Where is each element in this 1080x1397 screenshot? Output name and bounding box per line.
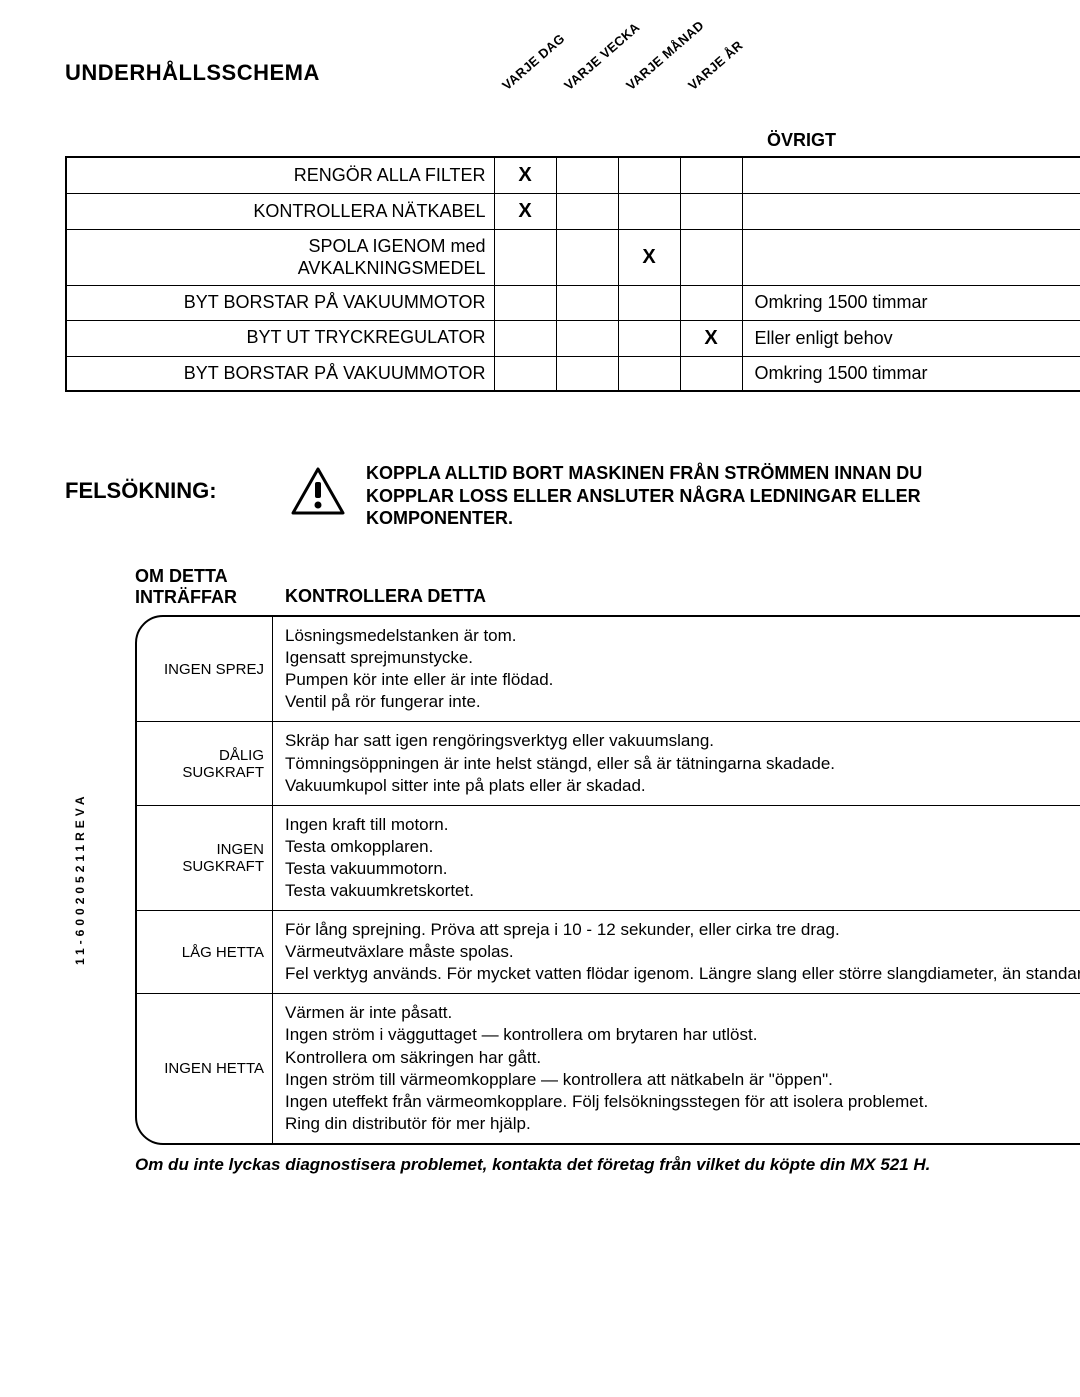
- troubleshoot-title: FELSÖKNING:: [65, 462, 290, 504]
- other-cell: Eller enligt behov: [742, 320, 1080, 356]
- ts-label: DÅLIG SUGKRAFT: [137, 722, 273, 804]
- warning-icon: [290, 466, 346, 521]
- ts-content: Värmen är inte påsatt.Ingen ström i vägg…: [273, 994, 1080, 1143]
- check-cell: [494, 286, 556, 321]
- task-cell: BYT BORSTAR PÅ VAKUUMMOTOR: [66, 356, 494, 391]
- task-cell: KONTROLLERA NÄTKABEL: [66, 194, 494, 230]
- check-cell: [618, 157, 680, 194]
- ts-label: INGEN SPREJ: [137, 617, 273, 721]
- other-cell: Omkring 1500 timmar: [742, 286, 1080, 321]
- check-cell: [618, 194, 680, 230]
- task-cell: BYT UT TRYCKREGULATOR: [66, 320, 494, 356]
- check-cell: [680, 286, 742, 321]
- document-code: 11-600205211REVA: [73, 792, 87, 965]
- check-cell: [618, 320, 680, 356]
- ts-row: INGEN HETTAVärmen är inte påsatt.Ingen s…: [137, 994, 1080, 1143]
- diagonal-headers: VARJE DAG VARJE VECKA VARJE MÅNAD VARJE …: [509, 78, 757, 93]
- troubleshoot-box: INGEN SPREJLösningsmedelstanken är tom.I…: [135, 615, 1080, 1145]
- check-cell: [680, 230, 742, 286]
- ts-header-right: KONTROLLERA DETTA: [277, 566, 486, 609]
- ts-label: INGEN HETTA: [137, 994, 273, 1143]
- ts-content: För lång sprejning. Pröva att spreja i 1…: [273, 911, 1080, 993]
- troubleshoot-header: FELSÖKNING: KOPPLA ALLTID BORT MASKINEN …: [65, 462, 1080, 530]
- check-cell: [556, 194, 618, 230]
- check-cell: X: [494, 157, 556, 194]
- check-cell: [618, 286, 680, 321]
- check-cell: [680, 194, 742, 230]
- other-cell: Omkring 1500 timmar: [742, 356, 1080, 391]
- task-cell: RENGÖR ALLA FILTER: [66, 157, 494, 194]
- task-cell: BYT BORSTAR PÅ VAKUUMMOTOR: [66, 286, 494, 321]
- check-cell: X: [494, 194, 556, 230]
- table-row: SPOLA IGENOM medAVKALKNINGSMEDEL X: [66, 230, 1080, 286]
- check-cell: [680, 356, 742, 391]
- check-cell: [618, 356, 680, 391]
- check-cell: [680, 157, 742, 194]
- ts-row: INGEN SUGKRAFTIngen kraft till motorn.Te…: [137, 806, 1080, 911]
- check-cell: [556, 286, 618, 321]
- ts-row: INGEN SPREJLösningsmedelstanken är tom.I…: [137, 617, 1080, 722]
- check-cell: X: [618, 230, 680, 286]
- ts-header-left: OM DETTAINTRÄFFAR: [65, 566, 277, 609]
- ts-content: Lösningsmedelstanken är tom.Igensatt spr…: [273, 617, 1080, 721]
- check-cell: [556, 356, 618, 391]
- check-cell: [494, 320, 556, 356]
- troubleshoot-footnote: Om du inte lyckas diagnostisera probleme…: [135, 1155, 1080, 1175]
- maintenance-table: RENGÖR ALLA FILTERXKONTROLLERA NÄTKABELX…: [65, 156, 1080, 392]
- table-row: BYT BORSTAR PÅ VAKUUMMOTOR Omkring 1500 t…: [66, 356, 1080, 391]
- check-cell: [556, 230, 618, 286]
- check-cell: [556, 320, 618, 356]
- ts-content: Ingen kraft till motorn.Testa omkopplare…: [273, 806, 1080, 910]
- table-row: RENGÖR ALLA FILTERX: [66, 157, 1080, 194]
- task-cell: SPOLA IGENOM medAVKALKNINGSMEDEL: [66, 230, 494, 286]
- table-row: BYT UT TRYCKREGULATOR XEller enligt behov: [66, 320, 1080, 356]
- table-row: BYT BORSTAR PÅ VAKUUMMOTOR Omkring 1500 t…: [66, 286, 1080, 321]
- maintenance-table-wrap: VARJE DAG VARJE VECKA VARJE MÅNAD VARJE …: [65, 156, 1080, 392]
- ts-row: LÅG HETTAFör lång sprejning. Pröva att s…: [137, 911, 1080, 994]
- ts-label: INGEN SUGKRAFT: [137, 806, 273, 910]
- ts-row: DÅLIG SUGKRAFTSkräp har satt igen rengör…: [137, 722, 1080, 805]
- other-cell: [742, 194, 1080, 230]
- ts-content: Skräp har satt igen rengöringsverktyg el…: [273, 722, 1080, 804]
- warning-text: KOPPLA ALLTID BORT MASKINEN FRÅN STRÖMME…: [366, 462, 926, 530]
- check-cell: X: [680, 320, 742, 356]
- table-row: KONTROLLERA NÄTKABELX: [66, 194, 1080, 230]
- check-cell: [556, 157, 618, 194]
- col-header-other: ÖVRIGT: [767, 130, 836, 151]
- check-cell: [494, 230, 556, 286]
- troubleshoot-col-headers: OM DETTAINTRÄFFAR KONTROLLERA DETTA: [65, 566, 1080, 609]
- other-cell: [742, 230, 1080, 286]
- check-cell: [494, 356, 556, 391]
- other-cell: [742, 157, 1080, 194]
- ts-label: LÅG HETTA: [137, 911, 273, 993]
